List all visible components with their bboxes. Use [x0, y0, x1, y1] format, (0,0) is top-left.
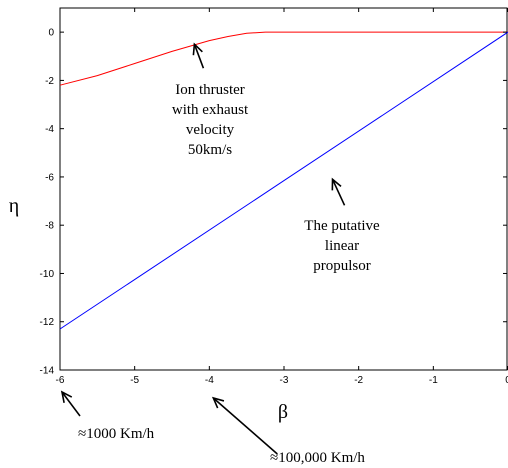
annotations-layer: Ion thruster with exhaust velocity 50km/s Th… [60, 42, 380, 466]
y-tick-label: 0 [48, 28, 54, 39]
annotation-linear-arrow-shaft [331, 179, 346, 206]
y-tick-label: -2 [45, 76, 54, 87]
annotation-100000kmh-text: ≈100,000 Km/h [270, 450, 365, 466]
annotation-1000kmh-arrow-shaft [61, 391, 81, 417]
x-tick-label: -1 [429, 375, 438, 386]
annotation-linear-text-line: The putative [304, 218, 380, 234]
annotation-1000kmh-arrow-head [60, 390, 73, 403]
series-line-0 [59, 31, 508, 86]
x-tick-label: 0 [505, 375, 508, 386]
y-axis-title: η [9, 195, 19, 217]
x-tick-label: -2 [354, 375, 363, 386]
annotation-ion-text-line: with exhaust [172, 102, 249, 118]
annotation-100000kmh-arrow-shaft [212, 397, 278, 455]
series-line-1 [59, 31, 508, 330]
annotation-1000kmh-text: ≈1000 Km/h [78, 426, 155, 442]
y-tick-label: -14 [40, 366, 55, 377]
annotation-ion-arrow-head [192, 42, 203, 56]
x-tick-label: -4 [205, 375, 214, 386]
x-tick-label: -5 [130, 375, 139, 386]
x-tick-label: -3 [280, 375, 289, 386]
plot-frame [59, 7, 508, 371]
annotation-linear-text-line: linear [325, 238, 359, 254]
x-axis-title: β [278, 401, 288, 423]
series-layer [59, 31, 508, 330]
y-tick-label: -8 [45, 221, 54, 232]
annotation-ion-text-line: Ion thruster [175, 82, 245, 98]
annotation-linear-arrow-head [331, 177, 342, 191]
annotation-100000kmh-arrow-head [211, 396, 225, 409]
x-tick-label: -6 [56, 375, 65, 386]
y-tick-label: -6 [45, 172, 54, 183]
y-tick-label: -4 [45, 124, 54, 135]
annotation-ion-arrow-shaft [193, 43, 205, 69]
axes [59, 7, 508, 371]
annotation-ion-text-line: 50km/s [188, 142, 232, 158]
y-tick-label: -10 [40, 269, 55, 280]
annotation-ion-text-line: velocity [186, 122, 235, 138]
ticks-layer: -6-5-4-3-2-100-2-4-6-8-10-12-14 [40, 8, 508, 386]
y-tick-label: -12 [40, 317, 55, 328]
annotation-linear-text-line: propulsor [313, 258, 371, 274]
